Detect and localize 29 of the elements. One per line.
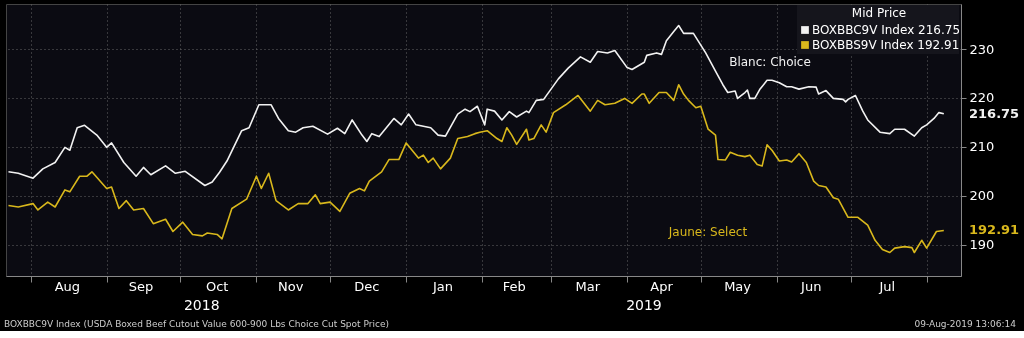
x-tick-label: Feb [502,279,526,294]
text: 2018 [183,297,220,313]
text: 09-Aug-2019 13:06:14 [914,319,1017,329]
y-tick-label: 220 [969,90,995,106]
annotation: Jaune: Select [667,225,748,240]
y-tick-label: 210 [969,139,995,155]
x-tick-label: Mar [575,279,601,294]
legend-label: BOXBBC9V Index 216.75 [812,23,961,37]
x-tick-label: Sep [128,279,154,294]
x-tick-label: Aug [54,279,81,294]
y-tick-label: 230 [969,41,995,57]
legend-title: Mid Price [851,6,907,20]
text: BOXBBC9V Index (USDA Boxed Beef Cutout Value 600-900 Lbs Choice Cut Spot Price) [4,319,389,329]
text: 2019 [626,297,662,313]
y-tick-label: 190 [969,237,995,253]
data-label: 216.75 [969,105,1020,121]
x-tick-label: Jun [800,279,822,294]
line-series [7,83,945,254]
x-tick-label: Apr [650,279,674,294]
x-tick-label: Nov [278,279,304,294]
x-tick-label: Oct [205,279,229,294]
x-tick-label: Dec [354,279,380,294]
data-label: 192.91 [969,222,1020,238]
x-tick-label: May [724,279,752,294]
annotation: Blanc: Choice [729,55,811,70]
y-tick-label: 200 [969,188,995,204]
legend-label: BOXBBS9V Index 192.91 [812,38,960,52]
x-tick-label: Jul [878,279,896,294]
x-tick-label: Jan [431,279,454,294]
